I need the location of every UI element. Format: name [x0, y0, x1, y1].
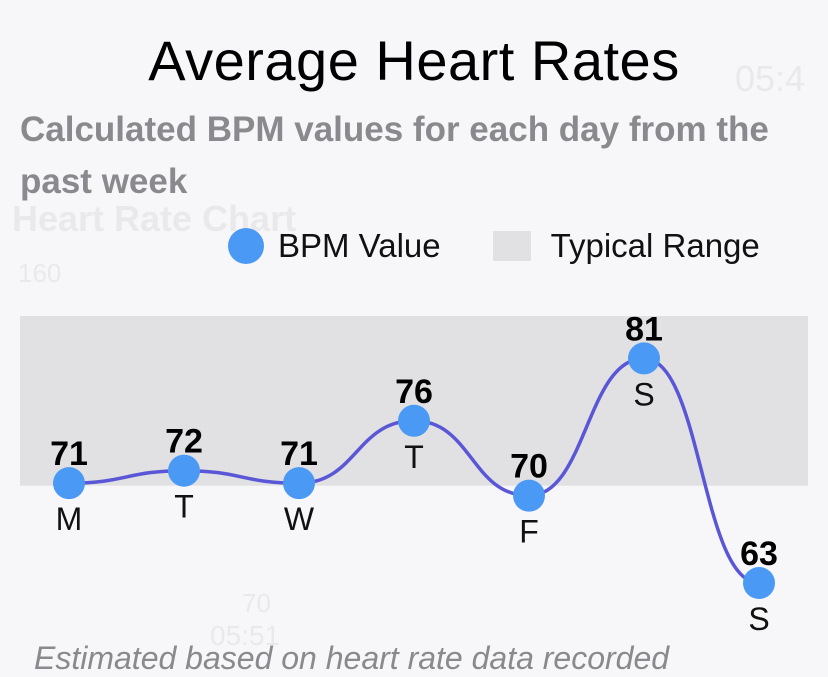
data-point — [513, 479, 545, 512]
chart-subtitle: Calculated BPM values for each day from … — [20, 110, 769, 201]
category-label: F — [519, 514, 539, 550]
category-label: T — [404, 439, 424, 475]
legend-label-bpm: BPM Value — [278, 227, 441, 264]
data-point — [283, 467, 315, 500]
category-label: W — [284, 501, 315, 537]
data-value-label: 76 — [395, 373, 433, 411]
legend-item-range: Typical Range — [492, 227, 760, 265]
data-points: 71 M 72 T 71 W 76 T 70 F 81 S 63 S — [50, 310, 778, 637]
data-point — [743, 567, 775, 599]
ghost-time-bottom: 05:51 — [210, 620, 281, 651]
legend-label-range: Typical Range — [550, 227, 760, 264]
data-value-label: 81 — [625, 310, 663, 348]
category-label: T — [174, 489, 194, 525]
chart-legend: BPM Value Typical Range — [228, 226, 812, 266]
heart-rate-chart: 71 M 72 T 71 W 76 T 70 F 81 S 63 S — [20, 310, 808, 637]
data-value-label: 71 — [280, 435, 318, 473]
data-point — [398, 404, 430, 437]
data-point — [168, 454, 200, 487]
data-point — [53, 467, 85, 500]
legend-swatch-icon — [492, 231, 531, 261]
ghost-bpm: 70 — [242, 588, 271, 618]
chart-title: Average Heart Rates — [148, 29, 680, 92]
ghost-time-top: 05:4 — [735, 58, 806, 99]
data-value-label: 70 — [510, 448, 548, 486]
ghost-value: 160 — [18, 258, 62, 288]
data-point — [628, 342, 660, 375]
category-label: M — [56, 501, 83, 537]
category-label: S — [633, 376, 654, 412]
series-line — [68, 356, 760, 585]
category-label: S — [748, 601, 769, 637]
data-value-label: 71 — [50, 435, 88, 473]
data-value-label: 72 — [165, 423, 203, 461]
data-value-label: 63 — [740, 535, 778, 573]
legend-item-bpm: BPM Value — [228, 227, 441, 265]
legend-dot-icon — [228, 228, 264, 264]
typical-range-band — [20, 316, 808, 486]
